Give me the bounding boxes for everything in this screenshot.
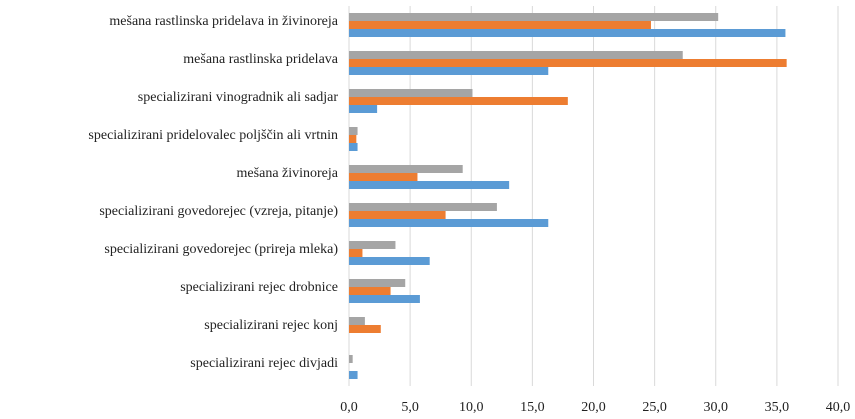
y-tick-label: specializirani vinogradnik ali sadjar (138, 90, 339, 105)
y-tick-label: mešana rastlinska pridelava in živinorej… (109, 14, 338, 29)
bar (349, 371, 358, 379)
bar (349, 105, 378, 113)
bar (349, 325, 381, 333)
bar (349, 59, 787, 67)
bar (349, 203, 497, 211)
bar (349, 165, 463, 173)
x-tick-label: 40,0 (826, 400, 851, 415)
y-tick-label: specializirani rejec konj (204, 318, 338, 333)
x-tick-label: 15,0 (520, 400, 545, 415)
x-tick-label: 20,0 (581, 400, 606, 415)
y-tick-label: mešana živinoreja (237, 166, 339, 181)
bar (349, 67, 549, 75)
x-tick-label: 35,0 (765, 400, 790, 415)
bar (349, 135, 357, 143)
bar (349, 13, 719, 21)
y-tick-label: specializirani govedorejec (prireja mlek… (104, 242, 338, 257)
x-tick-label: 30,0 (704, 400, 729, 415)
x-tick-label: 0,0 (340, 400, 358, 415)
bar (349, 241, 396, 249)
x-tick-label: 10,0 (459, 400, 484, 415)
bar (349, 295, 420, 303)
bar (349, 51, 683, 59)
bar (349, 97, 568, 105)
x-tick-label: 25,0 (642, 400, 667, 415)
bar (349, 173, 418, 181)
bar (349, 143, 358, 151)
x-tick-label: 5,0 (401, 400, 419, 415)
bar (349, 211, 446, 219)
bar (349, 355, 353, 363)
bar (349, 317, 365, 325)
bar (349, 279, 406, 287)
y-tick-label: specializirani pridelovalec poljščin ali… (88, 128, 338, 143)
bar (349, 127, 358, 135)
y-tick-label: specializirani rejec drobnice (180, 280, 338, 295)
bar (349, 29, 786, 37)
y-tick-label: mešana rastlinska pridelava (183, 52, 339, 67)
y-tick-label: specializirani govedorejec (vzreja, pita… (99, 204, 338, 219)
bar (349, 21, 651, 29)
bar (349, 219, 549, 227)
bar (349, 257, 430, 265)
bar (349, 249, 363, 257)
y-tick-label: specializirani rejec divjadi (190, 356, 338, 371)
bar (349, 287, 391, 295)
bar (349, 89, 473, 97)
bar (349, 181, 510, 189)
